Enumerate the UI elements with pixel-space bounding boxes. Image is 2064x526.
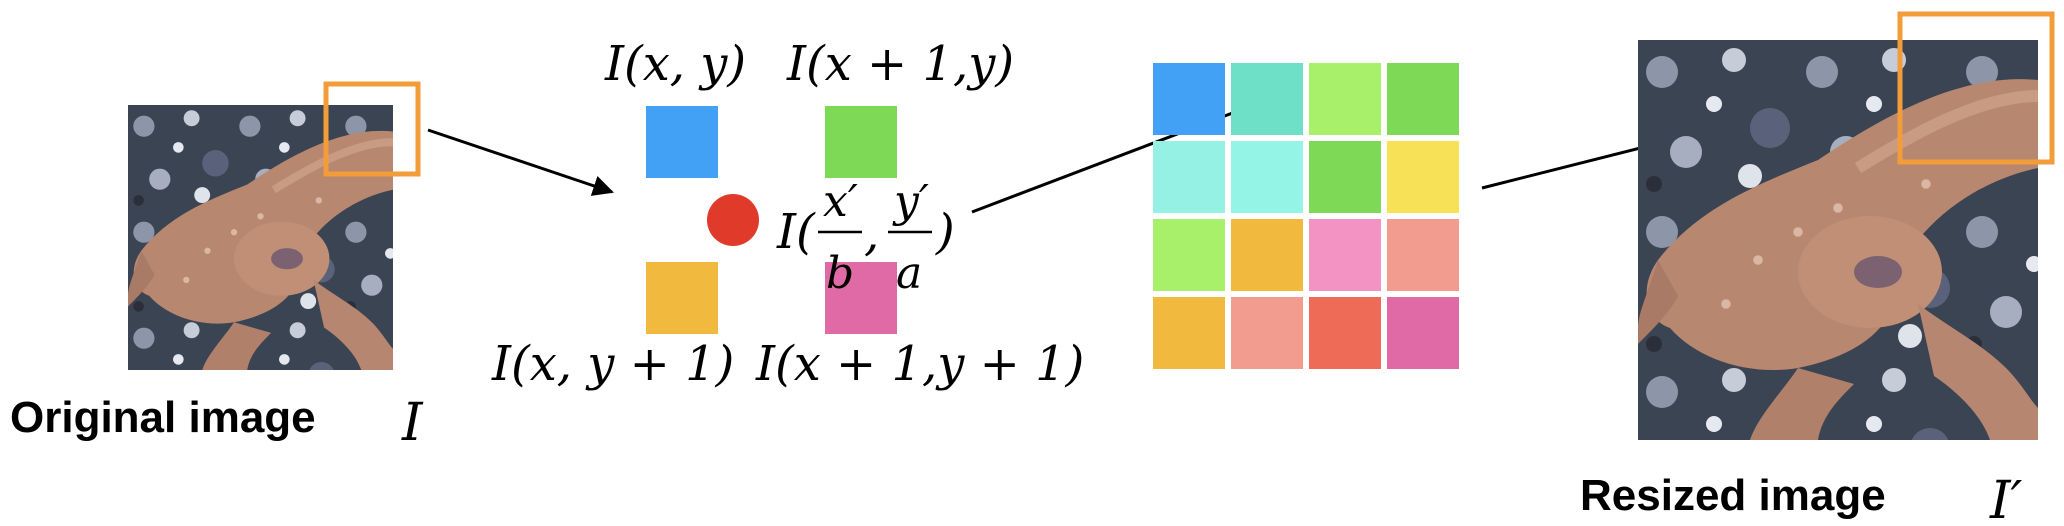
original-image-label: Original image [10, 393, 316, 442]
formula-prefix: I( [776, 204, 816, 260]
neighbor-label-bottom-right: I(x + 1,y + 1) [755, 336, 1084, 392]
grid-cell [1231, 297, 1303, 369]
grid-cell [1387, 141, 1459, 213]
original-image [128, 105, 393, 370]
neighbor-label-top-left: I(x, y) [604, 36, 746, 92]
formula-denominator-y: a [896, 248, 922, 299]
resized-pixel-grid [1153, 63, 1459, 369]
neighbor-label-top-right: I(x + 1,y) [786, 36, 1014, 92]
arrow-formula-to-grid [971, 94, 1274, 214]
neighbor-square-bottom-left [646, 262, 718, 334]
formula-comma: , [864, 206, 879, 262]
resized-image-label: Resized image [1580, 471, 1886, 520]
grid-cell [1153, 141, 1225, 213]
grid-cell [1231, 63, 1303, 135]
arrow-original-to-neighbors [427, 128, 614, 196]
grid-cell [1309, 141, 1381, 213]
formula-suffix: ) [935, 204, 955, 260]
neighbor-label-bottom-left: I(x, y + 1) [491, 336, 734, 392]
grid-cell [1153, 63, 1225, 135]
neighbor-square-bottom-right [825, 262, 897, 334]
formula-numerator-y: y′ [892, 176, 929, 227]
neighbor-square-top-left [646, 106, 718, 178]
resized-image [1638, 40, 2038, 440]
salamander-photo-icon [128, 105, 393, 370]
interpolated-point [707, 194, 759, 246]
grid-cell [1309, 297, 1381, 369]
original-image-symbol: I [401, 393, 424, 453]
grid-cell [1387, 63, 1459, 135]
neighbor-square-top-right [825, 106, 897, 178]
grid-cell [1231, 141, 1303, 213]
original-highlight-box [323, 81, 421, 177]
salamander-photo-icon [1638, 40, 2038, 440]
grid-cell [1309, 219, 1381, 291]
grid-cell [1153, 219, 1225, 291]
resized-image-symbol: I′ [1989, 471, 2023, 526]
resized-highlight-box [1897, 11, 2055, 165]
grid-cell [1231, 219, 1303, 291]
grid-cell [1309, 63, 1381, 135]
interpolated-formula: I( x′ b , y′ a ) [776, 176, 955, 299]
grid-cell [1387, 219, 1459, 291]
grid-cell [1387, 297, 1459, 369]
grid-cell [1153, 297, 1225, 369]
formula-numerator-x: x′ [823, 176, 858, 227]
formula-denominator-x: b [826, 248, 854, 299]
